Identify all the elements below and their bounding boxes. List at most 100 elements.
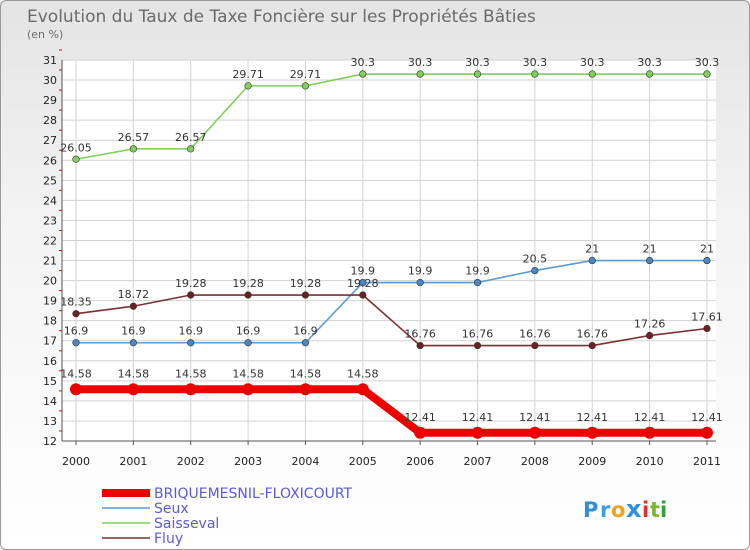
data-label: 21	[585, 243, 599, 256]
data-label: 17.26	[634, 318, 666, 331]
data-label: 16.9	[236, 325, 261, 338]
data-point	[645, 70, 654, 78]
data-label: 21	[643, 243, 657, 256]
data-point	[588, 70, 596, 78]
data-label: 14.58	[118, 367, 150, 380]
data-point	[72, 310, 80, 318]
data-point	[359, 291, 367, 299]
x-tick-label: 2003	[234, 455, 262, 468]
chart-subtitle: (en %)	[27, 28, 63, 41]
grid	[62, 59, 716, 442]
data-label: 12.41	[691, 411, 723, 424]
data-point	[703, 70, 711, 78]
series-group	[70, 70, 713, 439]
data-point	[242, 383, 255, 396]
data-point	[301, 82, 310, 90]
data-point	[471, 426, 484, 439]
data-point	[645, 256, 654, 265]
data-label: 30.3	[408, 56, 433, 69]
data-label: 26.57	[175, 131, 207, 144]
series-line	[75, 259, 708, 344]
data-point	[416, 278, 424, 287]
data-point	[643, 426, 656, 439]
series-line	[75, 73, 708, 161]
legend-label: Fluy	[154, 531, 183, 547]
y-tick-label: 20	[43, 275, 57, 288]
data-point	[244, 82, 252, 90]
data-label: 16.76	[404, 328, 436, 341]
x-tick-label: 2011	[693, 455, 721, 468]
y-tick-label: 13	[43, 415, 57, 428]
data-label: 21	[700, 243, 714, 256]
data-label: 16.76	[462, 328, 494, 341]
data-label: 19.28	[347, 277, 379, 290]
logo-letter: o	[611, 498, 625, 522]
data-label: 16.9	[293, 325, 318, 338]
data-point	[129, 339, 137, 347]
data-label: 26.05	[60, 141, 92, 154]
logo-letter: t	[650, 498, 660, 522]
data-point	[299, 383, 312, 396]
y-tick-label: 14	[43, 395, 57, 408]
data-point	[700, 426, 713, 439]
data-label: 12.41	[634, 411, 666, 424]
y-tick-label: 17	[43, 335, 57, 348]
data-label: 16.9	[64, 325, 89, 338]
data-point	[127, 383, 140, 396]
data-point	[531, 341, 539, 350]
data-point	[645, 331, 654, 340]
y-tick-label: 24	[43, 194, 57, 207]
data-label: 18.72	[118, 288, 150, 301]
data-label: 30.3	[351, 56, 376, 69]
data-label: 29.71	[232, 68, 264, 81]
data-label: 14.58	[232, 367, 264, 380]
data-point	[416, 70, 424, 78]
logo-letter: r	[600, 498, 611, 522]
y-tick-label: 27	[43, 134, 57, 147]
logo-letter: P	[583, 498, 598, 522]
data-point	[359, 70, 367, 78]
series-line	[72, 385, 711, 437]
y-tick-label: 30	[43, 74, 57, 87]
data-point	[703, 256, 711, 265]
data-label: 26.57	[118, 131, 150, 144]
data-label: 16.76	[576, 328, 608, 341]
data-label: 17.61	[691, 311, 723, 324]
data-label: 30.3	[695, 56, 720, 69]
data-label: 12.41	[576, 411, 608, 424]
axes: 12 13 14 15 16 17 18 19 20 21 22 23 24 25 26 27 28 29 30 31…	[43, 49, 721, 468]
legend-label: BRIQUEMESNIL-FLOXICOURT	[154, 486, 353, 502]
data-labels: 26.05 26.57 26.57 29.71 29.71 30.3 30.3 30.3 30.…	[60, 56, 722, 424]
data-point	[70, 383, 82, 396]
data-label: 18.35	[60, 296, 92, 309]
data-label: 14.58	[347, 367, 379, 380]
logo-letter: x	[626, 495, 642, 523]
data-point	[588, 256, 596, 265]
data-label: 19.9	[465, 265, 490, 278]
data-point	[414, 426, 427, 439]
y-tick-label: 25	[43, 174, 57, 187]
data-label: 16.76	[519, 328, 551, 341]
x-tick-label: 2007	[464, 455, 492, 468]
y-tick-label: 28	[43, 114, 57, 127]
legend-label: Seux	[154, 501, 189, 517]
data-label: 30.3	[523, 56, 548, 69]
data-point	[703, 324, 711, 333]
data-point	[473, 70, 482, 78]
data-label: 16.9	[178, 325, 203, 338]
data-label: 29.71	[290, 68, 322, 81]
data-point	[356, 383, 369, 396]
x-tick-label: 2009	[578, 455, 606, 468]
data-point	[473, 341, 482, 350]
data-point	[187, 145, 195, 153]
x-tick-label: 2002	[177, 455, 205, 468]
data-label: 30.3	[580, 56, 605, 69]
data-label: 30.3	[637, 56, 662, 69]
x-tick-label: 2004	[291, 455, 319, 468]
data-point	[187, 339, 195, 347]
y-tick-label: 12	[43, 435, 57, 448]
data-point	[531, 70, 539, 78]
x-tick-label: 2001	[119, 455, 147, 468]
